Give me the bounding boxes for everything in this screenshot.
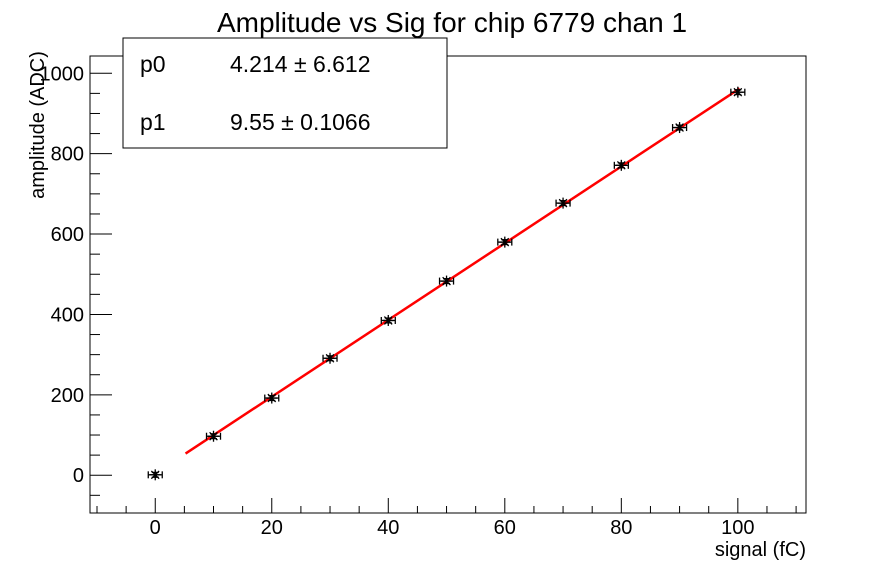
data-point — [264, 392, 280, 404]
star-marker-icon — [442, 276, 451, 286]
stats-box: p0 4.214 ± 6.612 p1 9.55 ± 0.1066 — [122, 37, 448, 149]
y-tick-label: 200 — [51, 385, 84, 407]
x-tick-label: 20 — [261, 517, 283, 539]
x-tick-label: 80 — [610, 517, 632, 539]
data-point — [730, 86, 746, 98]
star-marker-icon — [383, 316, 393, 325]
stats-box-frame — [122, 37, 448, 149]
x-tick-label: 60 — [494, 517, 516, 539]
plot-title: Amplitude vs Sig for chip 6779 chan 1 — [217, 7, 687, 38]
data-point — [380, 314, 396, 326]
x-tick-label: 0 — [150, 517, 161, 539]
stats-p1-label: p1 — [140, 109, 166, 135]
stats-p1-value: 9.55 ± 0.1066 — [230, 109, 371, 135]
y-tick-label: 600 — [51, 224, 84, 246]
plot-frame — [89, 55, 807, 514]
star-marker-icon — [558, 198, 568, 208]
x-axis-title: signal (fC) — [715, 539, 806, 561]
star-marker-icon — [209, 431, 218, 441]
data-point — [671, 122, 688, 134]
star-marker-icon — [616, 160, 626, 170]
stats-p0-label: p0 — [140, 51, 166, 77]
fit-line — [184, 87, 741, 455]
star-marker-icon — [675, 123, 684, 132]
star-marker-icon — [733, 87, 743, 97]
data-point — [205, 430, 222, 442]
y-axis-title: amplitude (ADC) — [27, 51, 49, 199]
data-point — [497, 236, 513, 248]
data-point — [613, 159, 629, 171]
x-tick-label: 40 — [377, 517, 399, 539]
data-point — [147, 469, 163, 481]
y-tick-label: 800 — [51, 144, 84, 166]
star-marker-icon — [500, 237, 510, 247]
data-point — [555, 197, 571, 209]
y-tick-label: 1000 — [40, 63, 85, 85]
x-tick-label: 100 — [721, 517, 754, 539]
star-marker-icon — [267, 393, 277, 403]
y-tick-label: 400 — [51, 304, 84, 326]
data-point — [438, 275, 455, 287]
star-marker-icon — [150, 470, 160, 480]
data-point — [322, 352, 338, 364]
stats-p0-value: 4.214 ± 6.612 — [230, 51, 371, 77]
star-marker-icon — [325, 353, 335, 363]
y-tick-label: 0 — [73, 465, 84, 487]
